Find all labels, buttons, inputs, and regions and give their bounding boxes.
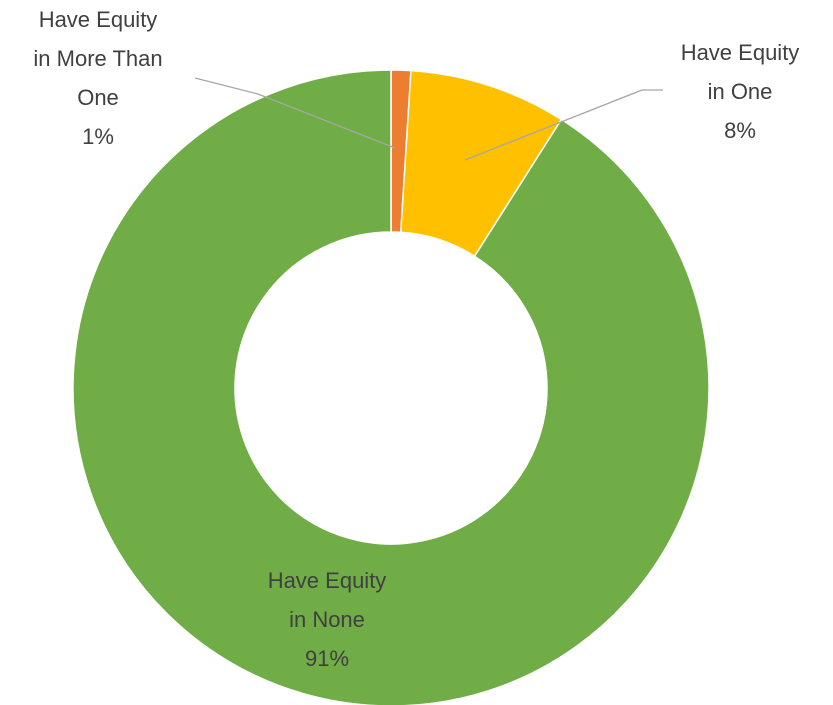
leader-line [464,89,663,161]
label-category: Have Equity in More Than One [33,7,163,110]
label-category: Have Equity in One [680,40,800,104]
slice [72,69,710,705]
label-value: 91% [304,646,350,671]
data-label: Have Equity in One 8% [674,33,806,150]
label-value: 8% [724,118,756,143]
label-value: 1% [82,124,114,149]
leader-line [194,77,396,149]
data-label: Have Equity in None 91% [261,561,393,678]
label-category: Have Equity in None [267,568,387,632]
data-label: Have Equity in More Than One 1% [32,0,164,156]
